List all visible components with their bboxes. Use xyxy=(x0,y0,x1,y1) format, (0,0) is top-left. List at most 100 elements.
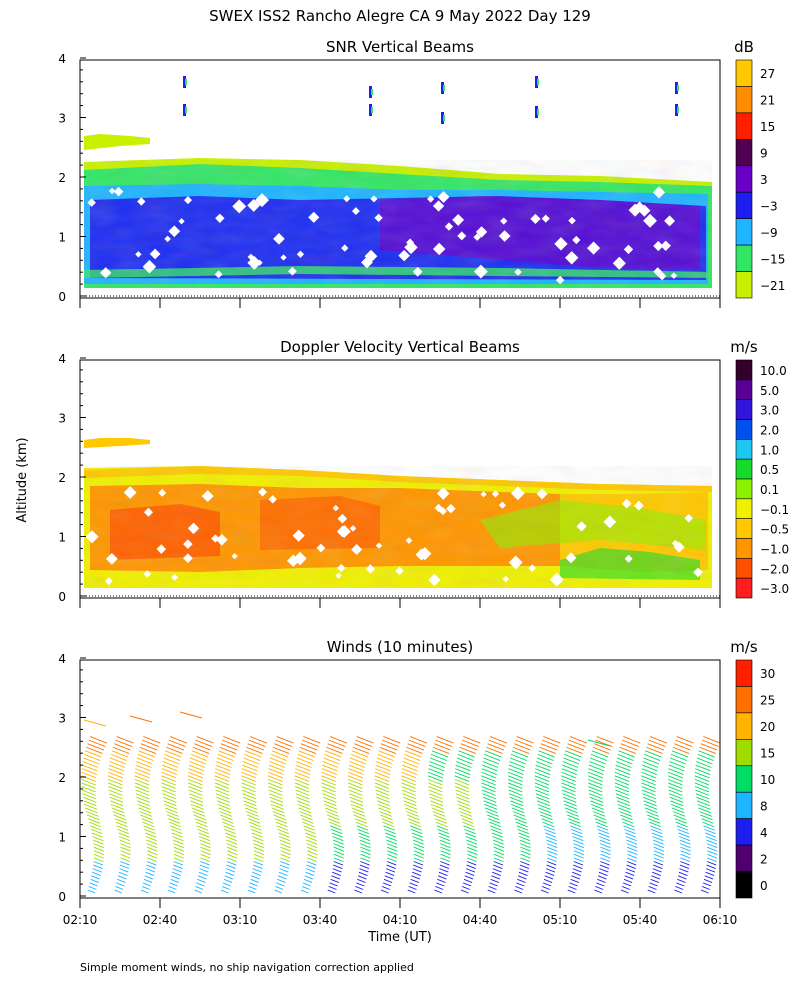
wind-barb xyxy=(568,818,581,824)
wind-barb xyxy=(568,886,577,890)
wind-barb xyxy=(641,782,656,789)
wind-barb xyxy=(489,736,508,744)
wind-barb xyxy=(172,871,181,876)
y-tick-label: 1 xyxy=(58,231,66,245)
wind-barb xyxy=(196,882,205,887)
data-gap xyxy=(255,193,269,208)
wind-barb xyxy=(359,839,371,845)
wind-barb xyxy=(465,836,477,842)
wind-barb xyxy=(329,825,342,831)
wind-barb xyxy=(463,736,481,744)
wind-barb xyxy=(697,803,711,810)
wind-barb xyxy=(541,818,554,824)
wind-barb xyxy=(223,825,236,831)
wind-barb xyxy=(402,793,417,800)
wind-barb xyxy=(591,807,605,814)
wind-barb xyxy=(653,861,664,866)
wind-barb xyxy=(641,771,657,779)
wind-barb xyxy=(592,811,606,817)
wind-barb xyxy=(359,864,370,870)
wind-barb xyxy=(140,743,158,751)
wind-barb xyxy=(564,807,578,814)
data-gap xyxy=(657,271,667,281)
wind-barb xyxy=(649,736,668,744)
wind-barb xyxy=(649,825,662,831)
wind-barb xyxy=(294,782,310,789)
wind-barb xyxy=(324,807,338,814)
wind-barb xyxy=(350,757,366,765)
wind-barb xyxy=(410,878,419,883)
wind-barb xyxy=(329,882,338,887)
wind-barb xyxy=(624,828,636,835)
y-tick-label: 0 xyxy=(58,590,66,604)
wind-barb xyxy=(139,746,157,754)
wind-barb xyxy=(307,853,318,859)
wind-barb xyxy=(173,843,185,849)
wind-barb xyxy=(435,821,448,828)
wind-barb xyxy=(650,828,663,835)
data-gap xyxy=(418,547,432,561)
data-gap xyxy=(473,233,481,241)
wind-barb xyxy=(277,875,287,880)
wind-barb xyxy=(92,836,104,842)
wind-barb xyxy=(668,786,683,793)
wind-barb xyxy=(456,757,473,765)
wind-barb xyxy=(381,886,391,890)
wind-barb xyxy=(221,886,231,890)
wind-barb xyxy=(268,768,284,775)
wind-barb xyxy=(431,807,445,814)
data-gap xyxy=(624,554,633,563)
snr-spike xyxy=(677,107,679,113)
wind-barb xyxy=(304,828,316,835)
colorbar-label: 1.0 xyxy=(760,443,779,457)
wind-barb xyxy=(146,864,156,870)
wind-barb xyxy=(387,853,398,859)
wind-barb xyxy=(404,807,418,814)
colorbar-swatch xyxy=(735,399,753,420)
wind-barb xyxy=(459,746,477,754)
wind-barb xyxy=(295,789,310,796)
wind-barb xyxy=(406,746,423,754)
wind-barb xyxy=(196,736,214,744)
wind-barb xyxy=(653,864,663,870)
wind-barb xyxy=(189,796,204,803)
wind-barb xyxy=(268,789,283,796)
wind-barb xyxy=(617,753,634,761)
wind-barb xyxy=(321,768,337,775)
wind-barb xyxy=(625,868,636,873)
wind-barb xyxy=(269,796,284,803)
wind-barb xyxy=(348,782,363,789)
wind-barb xyxy=(561,786,576,793)
colorbar-swatch xyxy=(735,844,753,872)
wind-barb xyxy=(278,836,291,842)
colorbar-swatch xyxy=(735,791,753,819)
wind-barb xyxy=(88,886,97,890)
wind-barb xyxy=(642,796,657,803)
wind-barb xyxy=(267,778,283,786)
wind-barb xyxy=(573,846,585,852)
wind-barb xyxy=(385,868,396,873)
data-gap xyxy=(87,198,96,207)
wind-barb xyxy=(249,821,262,828)
wind-barb xyxy=(294,775,310,782)
wind-barb xyxy=(244,803,258,810)
wind-barb xyxy=(245,811,259,817)
colorbar-swatch xyxy=(735,271,753,299)
wind-barb xyxy=(437,875,447,880)
wind-barb xyxy=(483,800,497,807)
wind-barb xyxy=(644,807,658,814)
data-gap xyxy=(149,248,161,260)
wind-barb xyxy=(461,818,474,824)
wind-barb xyxy=(274,743,291,751)
wind-barb xyxy=(538,807,552,814)
wind-barb xyxy=(433,814,447,821)
data-gap xyxy=(653,240,664,252)
colorbar-swatch xyxy=(735,191,753,219)
wind-barb xyxy=(93,846,105,852)
wind-barb xyxy=(197,828,210,835)
data-gap xyxy=(100,267,112,279)
wind-barb xyxy=(592,746,610,754)
wind-barb xyxy=(108,771,124,779)
wind-barb xyxy=(569,825,582,831)
wind-barb xyxy=(190,753,207,761)
